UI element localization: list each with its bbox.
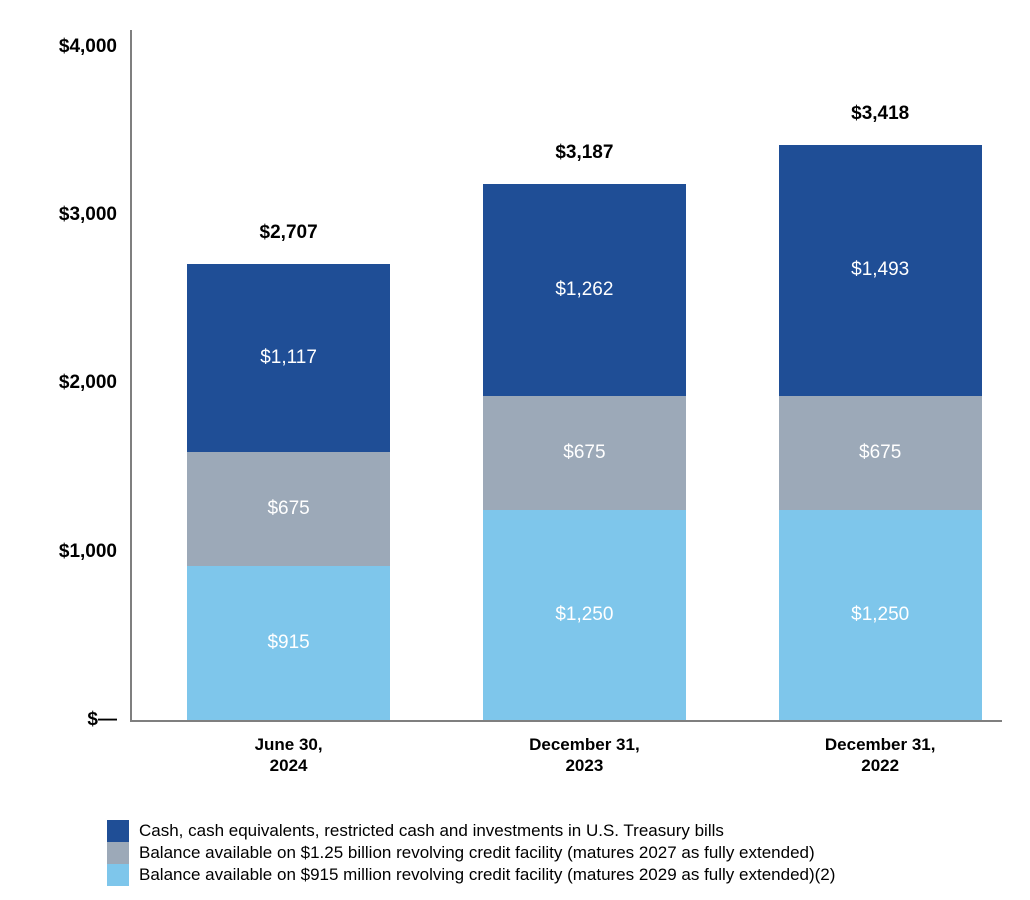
bar-segment-facility_1250: $675 [483,396,686,510]
bar-total-label: $2,707 [260,222,318,244]
y-tick-label: $3,000 [59,204,117,226]
legend-item: Balance available on $915 million revolv… [107,864,835,886]
y-tick-label: $1,000 [59,541,117,563]
legend-item: Cash, cash equivalents, restricted cash … [107,820,835,842]
bar-segment-facility_915: $915 [187,566,390,720]
bar-total-label: $3,418 [851,103,909,125]
legend-item: Balance available on $1.25 billion revol… [107,842,835,864]
y-tick-label: $4,000 [59,36,117,58]
legend-swatch [107,820,129,842]
legend-label: Balance available on $1.25 billion revol… [139,842,815,864]
bar-group: $1,250$675$1,262$3,187December 31, 2023 [483,30,686,720]
liquidity-stacked-bar-chart: $—$1,000$2,000$3,000$4,000$915$675$1,117… [0,0,1030,900]
legend: Cash, cash equivalents, restricted cash … [107,820,835,886]
bar-group: $915$675$1,117$2,707June 30, 2024 [187,30,390,720]
category-label: December 31, 2022 [825,734,936,777]
legend-swatch [107,864,129,886]
legend-label: Balance available on $915 million revolv… [139,864,835,886]
legend-swatch [107,842,129,864]
bar-segment-cash: $1,117 [187,264,390,452]
category-label: December 31, 2023 [529,734,640,777]
category-label: June 30, 2024 [255,734,323,777]
bar-total-label: $3,187 [555,142,613,164]
bar-segment-facility_1250: $675 [187,452,390,566]
bar-segment-facility_915: $1,250 [483,510,686,720]
bar-segment-facility_1250: $675 [779,396,982,510]
y-tick-label: $2,000 [59,372,117,394]
legend-label: Cash, cash equivalents, restricted cash … [139,820,724,842]
y-tick-label: $— [87,709,117,731]
bar-group: $1,250$675$1,493$3,418December 31, 2022 [779,30,982,720]
bar-segment-cash: $1,493 [779,145,982,396]
bar-segment-facility_915: $1,250 [779,510,982,720]
bar-segment-cash: $1,262 [483,184,686,396]
plot-area: $—$1,000$2,000$3,000$4,000$915$675$1,117… [130,30,1002,722]
